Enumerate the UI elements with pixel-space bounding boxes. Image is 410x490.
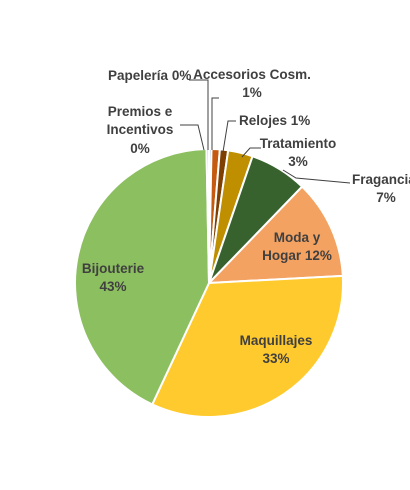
slice-value-papeleria: 0% bbox=[172, 68, 192, 83]
pie-slice-bijouterie bbox=[73, 148, 211, 406]
slice-value-relojes: 1% bbox=[291, 113, 311, 128]
slice-name-maquillajes: Maquillajes bbox=[240, 333, 313, 348]
label-moda-hogar-line2: Hogar 12% bbox=[262, 248, 332, 263]
slice-name-moda-hogar-1: Moda y bbox=[274, 230, 321, 245]
slice-name-premios-1: Premios e bbox=[108, 104, 173, 119]
leader-line-premios bbox=[180, 124, 205, 151]
slice-name-papeleria: Papelería bbox=[108, 68, 169, 83]
label-tratamiento-value: 3% bbox=[288, 154, 308, 169]
label-bijouterie-value: 43% bbox=[99, 279, 126, 294]
slice-name-moda-hogar-2: Hogar bbox=[262, 248, 302, 263]
leader-line-papeleria bbox=[189, 79, 209, 150]
leader-line-tratamiento bbox=[241, 147, 261, 158]
slice-value-accesorios: 1% bbox=[242, 85, 262, 100]
label-premios-value: 0% bbox=[130, 141, 150, 156]
slice-value-premios: 0% bbox=[130, 141, 150, 156]
leader-line-relojes bbox=[222, 120, 236, 153]
slice-value-moda-hogar: 12% bbox=[305, 248, 332, 263]
label-fragancias-value: 7% bbox=[376, 190, 396, 205]
pie-slices bbox=[73, 147, 344, 418]
slice-value-maquillajes: 33% bbox=[262, 351, 289, 366]
label-moda-hogar: Moda y bbox=[274, 230, 321, 245]
slice-value-fragancias: 7% bbox=[376, 190, 396, 205]
slice-name-relojes: Relojes bbox=[239, 113, 287, 128]
leader-line-fragancias bbox=[282, 169, 351, 184]
label-accesorios-value: 1% bbox=[242, 85, 262, 100]
leader-lines bbox=[180, 79, 351, 184]
pie-slice-maquillajes bbox=[150, 274, 344, 418]
slice-name-bijouterie: Bijouterie bbox=[82, 261, 145, 276]
pie-slice-moda-y-hogar bbox=[206, 185, 344, 285]
leader-line-accesorios bbox=[211, 97, 219, 150]
label-maquillajes: Maquillajes bbox=[240, 333, 313, 348]
data-labels: Papelería 0% Accesorios Cosm. 1% Relojes… bbox=[82, 67, 410, 366]
label-bijouterie: Bijouterie bbox=[82, 261, 145, 276]
label-accesorios: Accesorios Cosm. bbox=[193, 67, 311, 82]
label-maquillajes-value: 33% bbox=[262, 351, 289, 366]
slice-value-tratamiento: 3% bbox=[288, 154, 308, 169]
label-relojes: Relojes 1% bbox=[239, 113, 310, 128]
slice-value-bijouterie: 43% bbox=[99, 279, 126, 294]
slice-name-fragancias: Fragancias bbox=[352, 172, 410, 187]
slice-name-premios-2: Incentivos bbox=[107, 122, 174, 137]
label-premios-line2: Incentivos bbox=[107, 122, 174, 137]
slice-name-tratamiento: Tratamiento bbox=[260, 136, 337, 151]
slice-name-accesorios: Accesorios Cosm. bbox=[193, 67, 311, 82]
label-premios-line1: Premios e bbox=[108, 104, 173, 119]
label-fragancias: Fragancias bbox=[352, 172, 410, 187]
label-tratamiento: Tratamiento bbox=[260, 136, 337, 151]
label-papeleria: Papelería 0% bbox=[108, 68, 191, 83]
